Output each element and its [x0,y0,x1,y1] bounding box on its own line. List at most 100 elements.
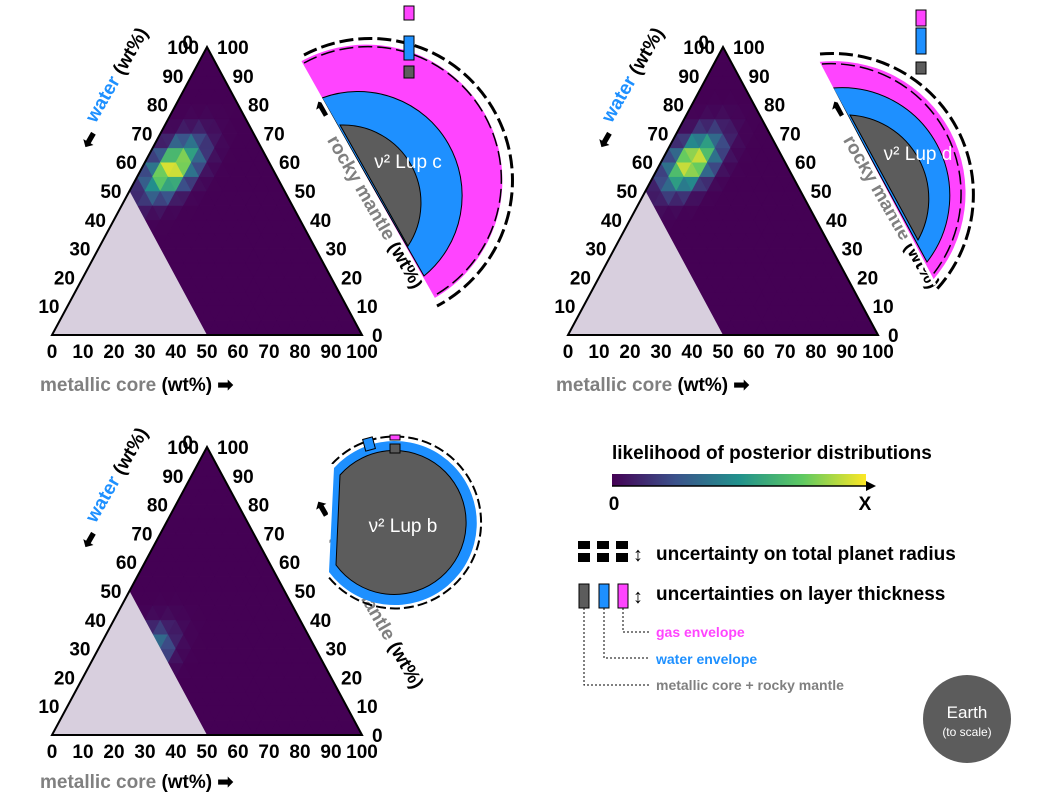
rocky-mantle-tick-label: 40 [310,211,331,232]
water-tick-label: 60 [116,153,137,174]
earth-disc [923,675,1011,763]
water-tick-label: 70 [647,124,668,145]
apex-tick-label: 0 [182,33,193,54]
metallic-core-axis-title: metallic core (wt%) ➡ [40,772,233,793]
metallic-core-tick-label: 70 [774,342,795,363]
metallic-core-axis-title: metallic core (wt%) ➡ [40,375,233,396]
water-thickness-uncertainty [362,436,376,452]
rocky-mantle-tick-label: 100 [217,438,249,459]
water-tick-label: 90 [162,467,183,488]
water-tick-labels: 10 20 30 40 50 60 70 80 90 100 [554,38,715,318]
rocky-mantle-tick-label: 30 [842,240,863,261]
water-tick-label: 100 [683,38,715,59]
water-tick-label: 70 [131,524,152,545]
metallic-core-tick-label: 20 [103,342,124,363]
metallic-core-tick-label: 30 [650,342,671,363]
metallic-core-tick-labels: 0 10 20 30 40 50 60 70 80 90 100 [563,342,894,363]
layer-thickness-label: uncertainties on layer thickness [656,584,945,605]
rocky-mantle-tick-label: 10 [873,297,894,318]
core-thickness-uncertainty [403,65,415,79]
water-axis-arrow: ⬅ [76,527,103,553]
total-radius-uncertainty-inner [821,62,962,279]
water-tick-labels: 10 20 30 40 50 60 70 80 90 100 [38,38,199,318]
core-thickness-uncertainty [389,443,401,454]
planet-label: ν² Lup d [884,144,953,165]
colorbar-axis-arrowhead [866,481,876,491]
metallic-core-tick-label: 50 [712,342,733,363]
total-radius-uncertainty [303,36,514,308]
ternary-outline [50,444,364,736]
core-leader-line [583,608,650,686]
metallic-core-tick-label: 70 [258,342,279,363]
water-thickness-uncertainty [403,35,415,61]
water-layer-swatch [598,583,610,609]
total-radius-label: uncertainty on total planet radius [656,544,956,565]
metallic-core-tick-label: 0 [563,342,574,363]
water-tick-label: 10 [38,297,59,318]
rocky-mantle-tick-label: 30 [326,240,347,261]
heatmap-cell [198,46,216,62]
earth-reference: Earth (to scale) [923,675,1011,763]
legend: likelihood of posterior distributions 0 … [578,443,956,693]
metallic-core-tick-label: 100 [346,742,378,763]
planet-d-diagram: ν² Lup d [814,9,975,291]
gas-thickness-uncertainty [403,5,415,21]
gas-leader-line [622,608,650,633]
water-tick-label: 10 [38,697,59,718]
water-axis-title: water (wt%) [597,24,668,127]
rocky-mantle-tick-label: 60 [795,153,816,174]
metallic-core-tick-label: 10 [72,742,93,763]
core-mantle-layer [849,114,930,242]
metallic-core-tick-label: 40 [165,342,186,363]
gas-envelope-label: gas envelope [656,624,745,640]
core-layer-swatch [578,583,590,609]
rocky-mantle-tick-label: 80 [248,496,269,517]
metallic-core-tick-label: 50 [196,342,217,363]
water-tick-label: 10 [554,297,575,318]
planet-b-diagram: ν² Lup b [324,434,483,610]
metallic-core-tick-label: 10 [72,342,93,363]
metallic-core-tick-labels: 0 10 20 30 40 50 60 70 80 90 100 [47,742,378,763]
rocky-mantle-tick-label: 90 [233,67,254,88]
metallic-core-axis-title: metallic core (wt%) ➡ [556,375,749,396]
metallic-core-tick-label: 70 [258,742,279,763]
metallic-core-tick-label: 0 [47,742,58,763]
water-tick-label: 80 [147,96,168,117]
rocky-mantle-tick-label: 50 [295,182,316,203]
metallic-core-tick-label: 30 [134,742,155,763]
rocky-mantle-tick-label: 40 [310,611,331,632]
rocky-mantle-tick-label: 100 [217,38,249,59]
metallic-core-tick-label: 80 [805,342,826,363]
water-tick-label: 50 [100,182,121,203]
rocky-mantle-tick-label: 0 [372,326,383,347]
water-tick-label: 20 [54,668,75,689]
rocky-mantle-tick-label: 20 [341,268,362,289]
water-leader-line [603,608,650,659]
water-tick-label: 70 [131,124,152,145]
water-tick-label: 80 [663,96,684,117]
water-tick-label: 30 [585,240,606,261]
excluded-region [52,591,207,735]
core-thickness-uncertainty [915,61,927,75]
water-axis-arrow: ⬅ [76,127,103,153]
water-axis-arrow: ⬅ [592,127,619,153]
water-axis-title: water (wt%) [81,24,152,127]
water-tick-label: 40 [85,611,106,632]
core-mantle-layer [339,124,422,247]
colorbar [612,474,866,486]
ternary-outline [566,44,880,336]
water-tick-label: 50 [616,182,637,203]
heatmap-cell [714,46,732,62]
metallic-core-tick-label: 100 [862,342,894,363]
cut-edge [324,463,334,579]
apex-tick-label: 0 [182,433,193,454]
excluded-region [568,191,723,335]
metallic-core-tick-label: 90 [836,342,857,363]
uncertainty-double-arrow: ↕ [633,544,643,566]
rocky-mantle-tick-label: 70 [264,124,285,145]
metallic-core-tick-label: 50 [196,742,217,763]
rocky-mantle-tick-label: 60 [279,153,300,174]
rocky-mantle-tick-label: 20 [857,268,878,289]
water-tick-label: 90 [162,67,183,88]
